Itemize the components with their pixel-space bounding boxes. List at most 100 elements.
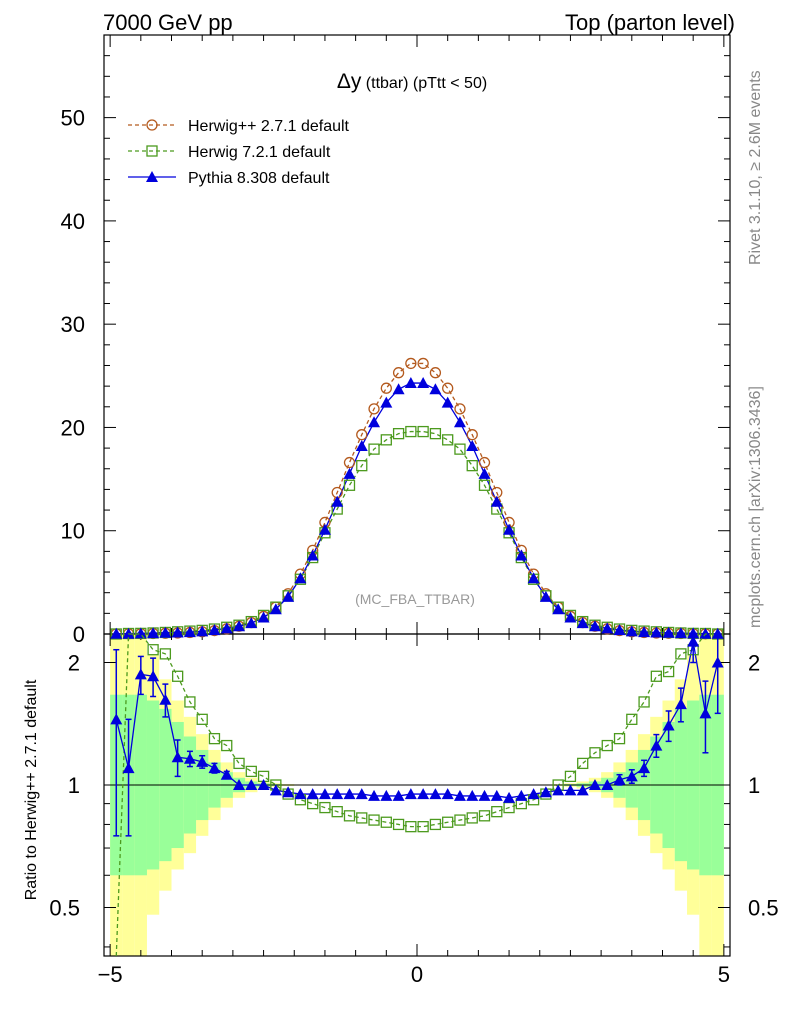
pythia-point [343, 467, 356, 479]
pythia-point [122, 627, 135, 639]
pythia-point [490, 495, 503, 507]
pythia-point [638, 626, 651, 638]
herwig7-point [478, 479, 491, 491]
pythia-ratio-point [159, 693, 172, 705]
pythia-ratio-point [539, 786, 552, 798]
pythia-point [355, 440, 368, 452]
herwig7-ratio-point [675, 648, 687, 660]
pythia-ratio-point [576, 784, 589, 796]
herwigpp-point [466, 429, 478, 441]
herwig7-ratio-point [601, 739, 613, 752]
herwig7-ratio-point [577, 757, 589, 770]
analysis-watermark: (MC_FBA_TTBAR) [355, 591, 475, 607]
pythia-ratio-point [110, 713, 123, 725]
pythia-ratio-point [638, 762, 651, 774]
pythia-ratio-point [650, 739, 663, 751]
pythia-point [208, 624, 221, 636]
pythia-point [245, 617, 258, 629]
herwigpp-point [454, 403, 466, 415]
pythia-ratio-point [331, 788, 344, 800]
herwig7-point [454, 443, 466, 455]
pythia-point [171, 626, 184, 638]
pythia-ratio-point [183, 752, 196, 764]
pythia-point [380, 396, 393, 408]
pythia-point [429, 383, 442, 395]
herwig7-point [417, 425, 429, 438]
pythia-point [147, 627, 160, 639]
herwig7-point [343, 479, 356, 491]
herwig7-ratio-point [662, 665, 675, 678]
pythia-ratio-point [134, 668, 147, 680]
herwig7-ratio-point [233, 757, 245, 770]
herwig7-ratio-point [380, 816, 392, 828]
herwig7-ratio-point [466, 812, 478, 824]
pythia-point [196, 625, 209, 637]
herwigpp-point [343, 456, 356, 469]
herwig7-ratio-point [356, 812, 368, 824]
herwig7-ratio-point [442, 816, 454, 828]
pythia-point [294, 572, 307, 584]
pythia-point [183, 626, 196, 638]
pythia-ratio-point [368, 789, 381, 801]
ratio-y-tick-label-right: 2 [748, 651, 760, 676]
pythia-point [306, 549, 319, 561]
pythia-ratio-point [613, 773, 626, 785]
pythia-point [257, 611, 270, 623]
ratio-y-axis-label: Ratio to Herwig++ 2.7.1 default [23, 679, 40, 900]
header-left: 7000 GeV pp [103, 10, 233, 35]
herwig7-ratio-point [208, 732, 221, 745]
legend-item-herwigpp: Herwig++ 2.7.1 default [128, 118, 350, 135]
y-tick-label: 30 [61, 312, 85, 337]
herwig7-ratio-point [564, 770, 577, 783]
ratio-y-tick-label-right: 1 [748, 773, 760, 798]
pythia-ratio-point [294, 788, 307, 800]
pythia-ratio-point [233, 778, 246, 790]
pythia-ratio-point [147, 670, 160, 682]
herwig7-ratio-point [638, 696, 650, 708]
herwig7-ratio-point [245, 765, 257, 778]
herwig7-ratio-point [171, 670, 184, 682]
pythia-ratio-point [687, 635, 700, 647]
header-right: Top (parton level) [565, 10, 735, 35]
herwig7-point [356, 460, 368, 472]
pythia-ratio-point [564, 784, 577, 796]
pythia-point [699, 627, 712, 639]
pythia-point [687, 627, 700, 639]
herwig7-ratio-point [405, 821, 417, 833]
herwig7-ratio-point [626, 713, 638, 725]
pythia-ratio-point [601, 778, 614, 790]
legend-marker-circle [146, 119, 158, 131]
herwig7-ratio-line [115, 633, 718, 957]
pythia-ratio-point [355, 788, 368, 800]
ratio-uncertainty-bands [110, 634, 724, 956]
plot-title-main: Δy [337, 70, 362, 93]
herwig7-point [368, 443, 380, 455]
herwig7-ratio-point [613, 732, 626, 745]
pythia-point [441, 396, 454, 408]
pythia-ratio-point [711, 656, 724, 668]
pythia-point [515, 549, 528, 561]
pythia-ratio-point [220, 768, 233, 780]
herwig7-point [380, 434, 392, 446]
pythia-ratio-point [490, 789, 503, 801]
ratio-plot-frame: −5 0 5 0.5 0.5 1 1 2 2 [49, 633, 779, 987]
y-tick-label: 50 [61, 106, 85, 131]
ratio-y-tick-label: 1 [68, 773, 80, 798]
pythia-ratio-point [515, 789, 528, 801]
pythia-ratio-point [625, 770, 638, 782]
herwig7-ratio-point [159, 648, 172, 660]
pythia-ratio-point [503, 791, 516, 803]
herwig7-ratio-point [478, 810, 491, 822]
pythia-point [318, 523, 331, 535]
pythia-point [662, 626, 675, 638]
herwig7-ratio-point [184, 696, 196, 708]
rivet-version-label: Rivet 3.1.10, ≥ 2.6M events [747, 70, 764, 265]
x-tick-label: 0 [411, 962, 423, 987]
pythia-ratio-point [318, 788, 331, 800]
pythia-ratio-point [245, 778, 258, 790]
y-tick-label: 0 [73, 622, 85, 647]
pythia-ratio-point [441, 788, 454, 800]
legend-item-pythia: Pythia 8.308 default [128, 170, 330, 187]
pythia-point [417, 377, 430, 389]
